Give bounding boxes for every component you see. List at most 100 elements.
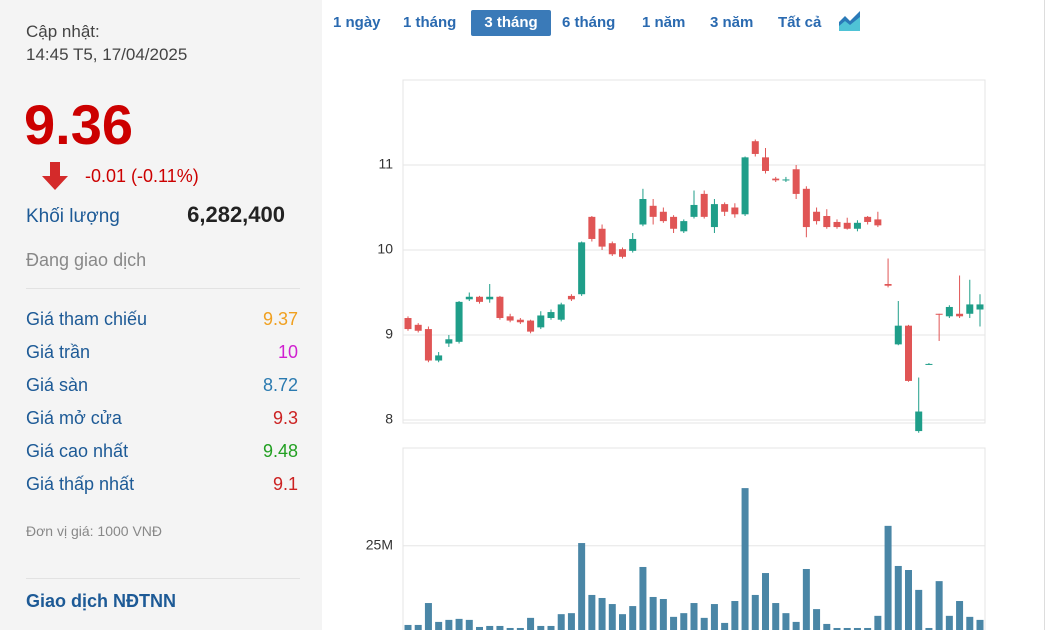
candle-body xyxy=(721,204,729,212)
row-label: Giá trần xyxy=(26,342,91,362)
candle-body xyxy=(762,157,769,171)
candle-body xyxy=(894,325,902,345)
row-label: Giá tham chiếu xyxy=(26,309,148,329)
volume-label: Khối lượng xyxy=(26,206,120,227)
range-button[interactable]: 3 năm xyxy=(710,14,754,31)
volume-bar xyxy=(424,603,432,630)
candle-body xyxy=(956,313,964,317)
volume-bar xyxy=(782,613,790,630)
row-label: Giá thấp nhất xyxy=(26,474,135,494)
row-label: Giá mở cửa xyxy=(26,408,122,428)
volume-bar xyxy=(823,623,831,630)
volume-bar xyxy=(833,627,841,630)
volume-bar xyxy=(588,594,596,630)
candle-body xyxy=(588,216,596,239)
y-tick-label: 9 xyxy=(385,326,393,342)
volume-bar xyxy=(894,565,902,630)
candle-body xyxy=(823,216,831,228)
candle-body xyxy=(690,204,698,217)
candle-body xyxy=(680,221,688,232)
candle-body xyxy=(976,304,984,310)
row-value: 9.37 xyxy=(262,309,298,329)
row-label: Giá sàn xyxy=(26,375,89,395)
row-value: 9.48 xyxy=(262,441,298,461)
volume-bar xyxy=(874,615,882,630)
range-button[interactable]: 6 tháng xyxy=(562,14,616,31)
candle-body xyxy=(567,295,575,300)
volume-bar xyxy=(619,614,626,630)
candle-body xyxy=(966,304,974,314)
y-tick-label: 11 xyxy=(378,156,393,172)
volume-bar xyxy=(966,616,974,630)
candle-body xyxy=(608,243,616,255)
volume-bar xyxy=(608,604,616,630)
volume-bar xyxy=(445,619,453,630)
row-value: 8.72 xyxy=(262,375,298,395)
volume-bar xyxy=(547,625,555,630)
volume-bar xyxy=(945,615,953,630)
separator xyxy=(26,288,300,289)
y-tick-label: 25M xyxy=(366,536,393,552)
chart: 8 9 10 11 25M xyxy=(366,79,986,630)
chart-type-icon[interactable] xyxy=(838,10,862,32)
candle-body xyxy=(414,324,422,331)
candle-body xyxy=(945,306,953,317)
volume-bar xyxy=(935,581,943,630)
volume-bar xyxy=(537,625,545,630)
range-button[interactable]: 1 ngày xyxy=(333,14,381,31)
range-button[interactable]: 1 tháng xyxy=(403,14,457,31)
candle-body xyxy=(792,169,800,194)
volume-bar xyxy=(700,617,708,630)
candle-body xyxy=(598,228,606,247)
volume: 6,282,400 xyxy=(187,202,285,227)
candle-body xyxy=(905,325,912,381)
updated-time: 14:45 T5, 17/04/2025 xyxy=(26,45,188,64)
unit-note: Đơn vị giá: 1000 VNĐ xyxy=(26,523,163,539)
candle-body xyxy=(578,242,586,295)
candle-body xyxy=(435,355,443,361)
candle-body xyxy=(915,411,923,432)
price-change: -0.01 (-0.11%) xyxy=(85,166,199,186)
candle-body xyxy=(751,141,759,154)
candle-body xyxy=(741,157,749,215)
row-value: 10 xyxy=(277,342,298,362)
volume-bar xyxy=(557,614,565,630)
range-button[interactable]: 3 tháng xyxy=(471,10,551,36)
volume-bar xyxy=(649,596,657,630)
candle-body xyxy=(935,313,943,315)
price-panel xyxy=(402,79,986,424)
volume-bar xyxy=(721,622,729,630)
candle-body xyxy=(506,316,514,321)
candle-body xyxy=(455,301,463,342)
range-button[interactable]: Tất cả xyxy=(778,14,822,31)
volume-bar xyxy=(710,604,718,630)
candle-body xyxy=(649,205,657,217)
range-button[interactable]: 1 năm xyxy=(642,14,686,31)
candle-body xyxy=(772,178,780,181)
candle-body xyxy=(557,304,565,320)
candle-body xyxy=(465,296,473,300)
volume-bar xyxy=(659,598,667,630)
candle-body xyxy=(404,318,412,330)
volume-bar xyxy=(465,619,473,630)
candle-body xyxy=(874,219,882,226)
candle-body xyxy=(527,320,535,332)
volume-panel xyxy=(402,447,986,630)
candle-body xyxy=(537,315,545,328)
volume-bar xyxy=(598,597,606,630)
candle-body xyxy=(659,211,667,222)
volume-bar xyxy=(915,589,923,630)
candle-body xyxy=(670,216,678,229)
candle-body xyxy=(833,221,841,228)
y-tick-label: 8 xyxy=(385,411,393,427)
volume-bar xyxy=(813,609,821,630)
volume-bar xyxy=(496,625,504,630)
volume-bar xyxy=(731,601,739,630)
candle-body xyxy=(547,312,555,319)
volume-bar xyxy=(864,627,872,630)
volume-bar xyxy=(435,621,443,630)
volume-bar xyxy=(751,594,759,630)
volume-bar xyxy=(578,543,586,630)
volume-bar xyxy=(792,621,800,630)
